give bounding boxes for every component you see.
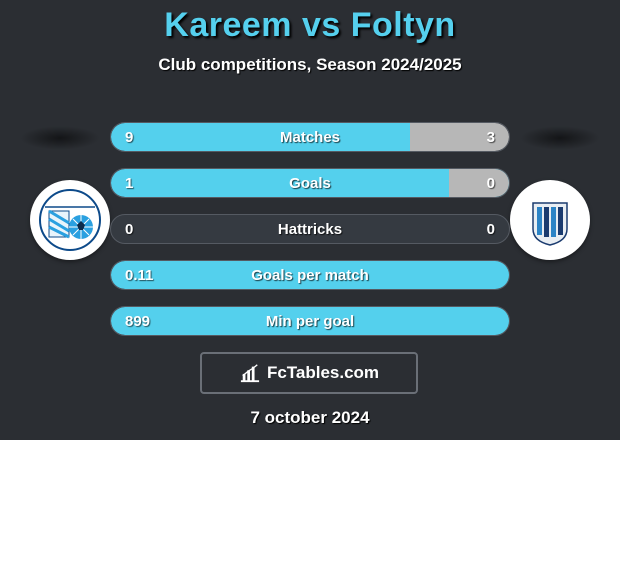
source-logo-text: FcTables.com (267, 363, 379, 383)
club-badge-right (510, 180, 590, 260)
stat-label: Matches (111, 123, 509, 151)
comparison-card: Kareem vs Foltyn Club competitions, Seas… (0, 0, 620, 440)
date-text: 7 october 2024 (0, 408, 620, 428)
bars-icon (239, 363, 261, 383)
subtitle: Club competitions, Season 2024/2025 (0, 55, 620, 75)
stat-row: 899Min per goal (110, 306, 510, 336)
player-shadow-right (520, 126, 600, 150)
stat-row: 93Matches (110, 122, 510, 152)
club-badge-left (30, 180, 110, 260)
club-logo-left-icon (39, 189, 101, 251)
stat-label: Goals per match (111, 261, 509, 289)
source-logo-box: FcTables.com (200, 352, 418, 394)
stat-row: 00Hattricks (110, 214, 510, 244)
stat-label: Hattricks (111, 215, 509, 243)
stat-label: Goals (111, 169, 509, 197)
player-shadow-left (20, 126, 100, 150)
stat-row: 0.11Goals per match (110, 260, 510, 290)
stats-rows: 93Matches 10Goals 00Hattricks 0.11Goals per… (110, 122, 510, 352)
club-logo-right-icon (519, 189, 581, 251)
page-title: Kareem vs Foltyn (0, 6, 620, 45)
stat-row: 10Goals (110, 168, 510, 198)
stat-label: Min per goal (111, 307, 509, 335)
